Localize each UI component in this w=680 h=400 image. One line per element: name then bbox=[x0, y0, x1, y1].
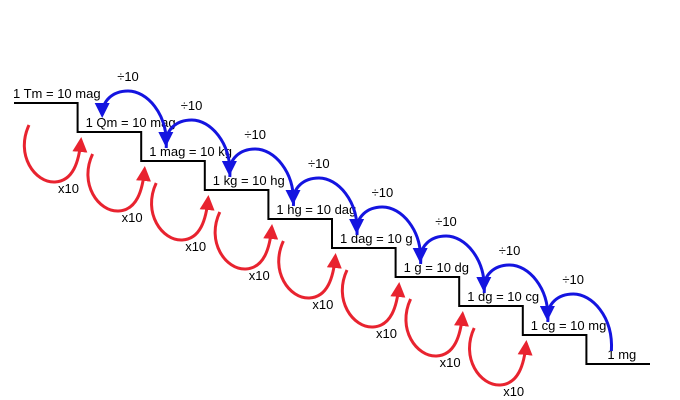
step-label: 1 hg = 10 dag bbox=[276, 202, 356, 217]
multiply-arrow-icon bbox=[150, 182, 215, 242]
divide-arrow-icon bbox=[94, 89, 168, 149]
step-label: 1 Qm = 10 mag bbox=[86, 115, 176, 130]
divide-label: ÷10 bbox=[562, 272, 584, 287]
step-label: 1 dg = 10 cg bbox=[467, 289, 539, 304]
step-label: 1 mag = 10 kg bbox=[149, 144, 232, 159]
multiply-arrows: x10 x10 x10 x10 x10 x10 x10 x10 bbox=[22, 124, 533, 399]
step-label: 1 dag = 10 g bbox=[340, 231, 413, 246]
step-labels: 1 Tm = 10 mag 1 Qm = 10 mag 1 mag = 10 kg 1… bbox=[13, 86, 636, 362]
multiply-label: x10 bbox=[58, 181, 79, 196]
multiply-arrow-icon bbox=[277, 240, 342, 300]
multiply-arrow-icon bbox=[22, 124, 88, 184]
divide-arrow-icon bbox=[539, 292, 613, 352]
multiply-label: x10 bbox=[185, 239, 206, 254]
divide-arrow-icon bbox=[349, 205, 423, 265]
divide-arrow-icon bbox=[476, 263, 550, 323]
stair-line bbox=[14, 102, 650, 365]
divide-arrow-icon bbox=[285, 176, 359, 236]
step-label: 1 Tm = 10 mag bbox=[13, 86, 101, 101]
multiply-label: x10 bbox=[376, 326, 397, 341]
multiply-arrow-icon bbox=[404, 298, 469, 358]
step-label: 1 kg = 10 hg bbox=[213, 173, 285, 188]
step-label: 1 cg = 10 mg bbox=[531, 318, 607, 333]
multiply-label: x10 bbox=[122, 210, 143, 225]
divide-arrow-icon bbox=[412, 234, 486, 294]
multiply-arrow-icon bbox=[468, 327, 533, 387]
multiply-arrow-icon bbox=[340, 269, 406, 329]
multiply-label: x10 bbox=[440, 355, 461, 370]
multiply-label: x10 bbox=[312, 297, 333, 312]
multiply-label: x10 bbox=[503, 384, 524, 399]
divide-arrow-icon bbox=[158, 118, 232, 178]
multiply-arrow-icon bbox=[86, 153, 151, 213]
divide-arrow-icon bbox=[221, 147, 295, 207]
multiply-label: x10 bbox=[249, 268, 270, 283]
divide-label: ÷10 bbox=[181, 98, 203, 113]
divide-label: ÷10 bbox=[499, 243, 521, 258]
step-label: 1 mg bbox=[607, 347, 636, 362]
step-label: 1 g = 10 dg bbox=[404, 260, 469, 275]
divide-label: ÷10 bbox=[435, 214, 457, 229]
divide-label: ÷10 bbox=[117, 69, 139, 84]
multiply-arrow-icon bbox=[213, 211, 279, 271]
divide-label: ÷10 bbox=[244, 127, 266, 142]
divide-label: ÷10 bbox=[308, 156, 330, 171]
divide-arrows: ÷10 ÷10 ÷10 ÷10 ÷10 ÷10 ÷10 ÷10 bbox=[94, 69, 613, 352]
divide-label: ÷10 bbox=[372, 185, 394, 200]
staircase bbox=[14, 102, 650, 365]
